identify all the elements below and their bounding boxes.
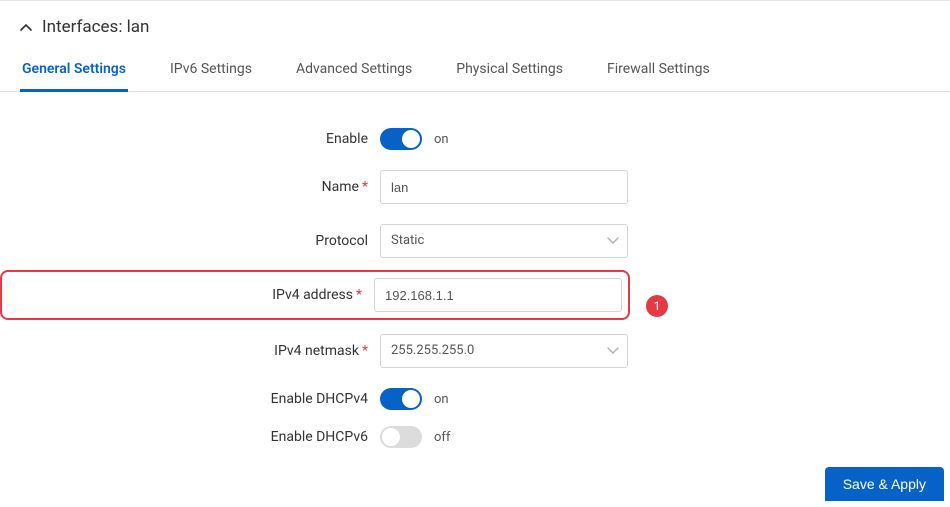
name-input[interactable] xyxy=(380,170,628,204)
ipv4-netmask-label: IPv4 netmask* xyxy=(0,343,380,359)
ipv4-netmask-select[interactable]: 255.255.255.0 xyxy=(380,334,628,368)
chevron-up-icon xyxy=(20,23,32,31)
enable-dhcpv4-toggle[interactable] xyxy=(380,388,422,410)
tab-firewall-settings[interactable]: Firewall Settings xyxy=(605,51,712,92)
tab-ipv6-settings[interactable]: IPv6 Settings xyxy=(168,51,254,92)
annotation-badge-1: 1 xyxy=(646,295,668,317)
enable-toggle[interactable] xyxy=(380,128,422,150)
ipv4-address-highlight: IPv4 address* xyxy=(0,270,630,320)
tab-general-settings[interactable]: General Settings xyxy=(20,51,128,92)
enable-label: Enable xyxy=(0,131,380,147)
section-title: Interfaces: lan xyxy=(42,17,149,37)
protocol-select[interactable]: Static xyxy=(380,224,628,258)
enable-state: on xyxy=(434,132,449,147)
enable-dhcpv6-state: off xyxy=(434,430,450,445)
enable-dhcpv6-toggle[interactable] xyxy=(380,426,422,448)
protocol-label: Protocol xyxy=(0,233,380,249)
tab-advanced-settings[interactable]: Advanced Settings xyxy=(294,51,414,92)
section-header[interactable]: Interfaces: lan xyxy=(0,1,950,51)
save-apply-button[interactable]: Save & Apply xyxy=(825,467,944,501)
ipv4-address-label: IPv4 address* xyxy=(2,287,374,303)
tab-physical-settings[interactable]: Physical Settings xyxy=(454,51,565,92)
general-settings-form: Enable on Name* Protocol Static IPv4 add… xyxy=(0,92,950,448)
name-label: Name* xyxy=(0,179,380,195)
enable-dhcpv4-label: Enable DHCPv4 xyxy=(0,391,380,407)
enable-dhcpv4-state: on xyxy=(434,392,449,407)
enable-dhcpv6-label: Enable DHCPv6 xyxy=(0,429,380,445)
ipv4-address-input[interactable] xyxy=(374,278,622,312)
tabs-bar: General Settings IPv6 Settings Advanced … xyxy=(0,51,950,92)
